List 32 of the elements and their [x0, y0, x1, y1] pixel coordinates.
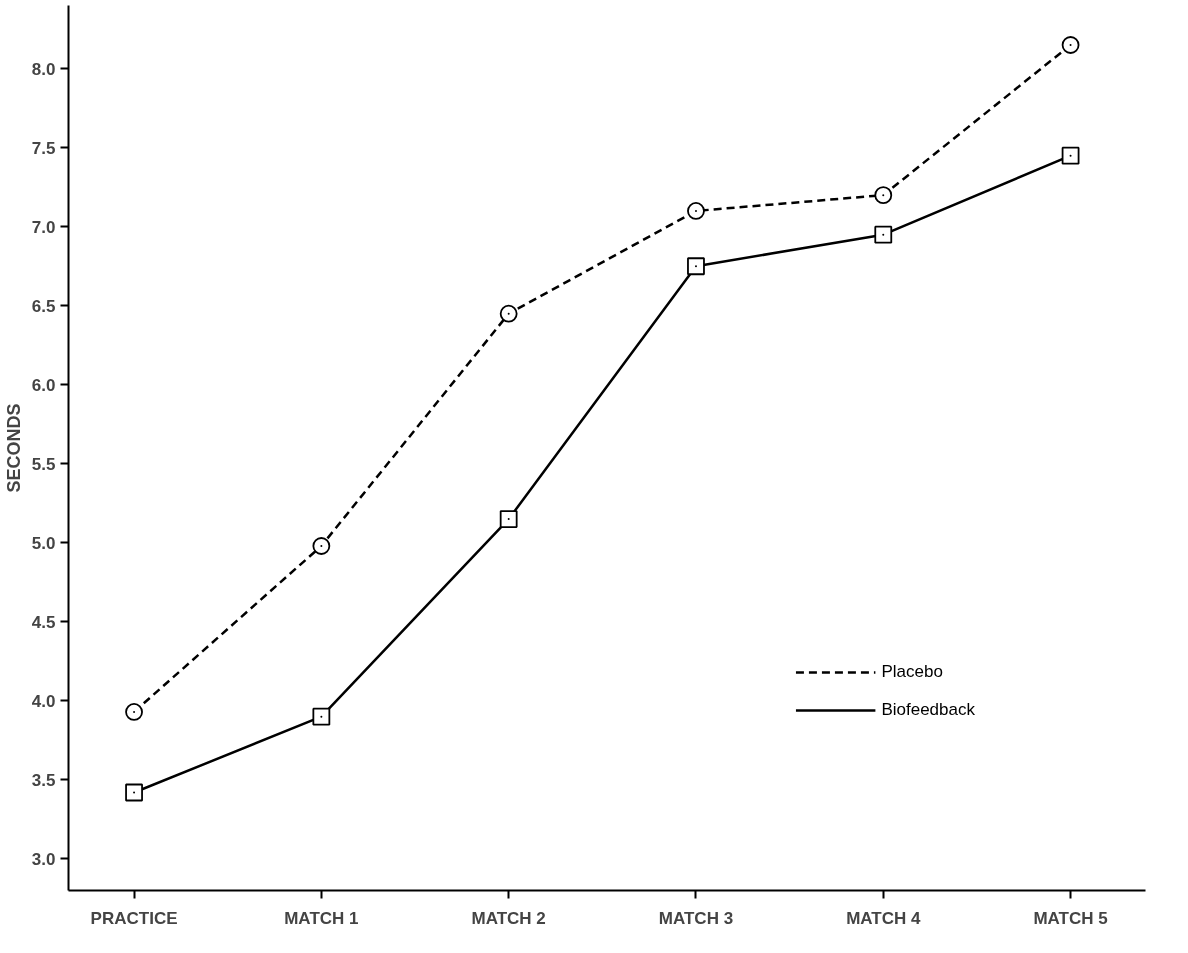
y-tick-label: 3.0 — [31, 849, 56, 869]
point — [312, 537, 331, 555]
x-tick-label: MATCH 1 — [284, 908, 359, 928]
y-tick-label: 8.0 — [31, 59, 56, 79]
y-tick-label: 4.5 — [31, 612, 56, 632]
point — [1061, 36, 1080, 54]
y-tick-label: 5.0 — [31, 533, 56, 553]
x-tick-label: PRACTICE — [90, 908, 178, 928]
y-axis-title: SECONDS — [3, 403, 24, 493]
y-tick-label: 6.0 — [31, 375, 56, 395]
x-tick-label: MATCH 5 — [1033, 908, 1108, 928]
x-tick-label: MATCH 3 — [658, 908, 734, 928]
legend-label: Placebo — [881, 662, 943, 682]
y-tick-label: 6.5 — [31, 296, 56, 316]
y-tick-label: 3.5 — [31, 770, 56, 790]
point — [687, 202, 705, 220]
legend-label: Biofeedback — [881, 700, 975, 720]
y-tick-label: 7.0 — [31, 217, 56, 237]
x-tick-label: MATCH 2 — [471, 908, 546, 928]
point — [125, 703, 143, 721]
point — [874, 186, 893, 205]
point — [499, 510, 518, 529]
x-tick-label: MATCH 4 — [846, 908, 921, 928]
point — [125, 783, 143, 802]
point — [312, 707, 331, 726]
y-tick-label: 7.5 — [31, 138, 56, 158]
point — [874, 225, 893, 244]
y-tick-label: 5.5 — [31, 454, 56, 474]
point — [1061, 146, 1080, 165]
point — [687, 257, 705, 276]
y-tick-label: 4.0 — [31, 691, 56, 711]
point — [499, 304, 518, 323]
